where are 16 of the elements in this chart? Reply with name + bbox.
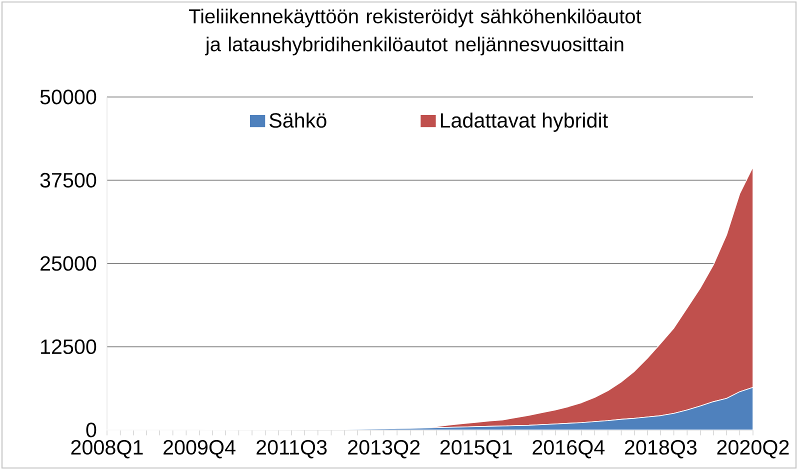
chart-title: Tieliikennekäyttöön rekisteröidyt sähköhenkilöautot ja lataushybridihenkilöautot neljännesvuosittain bbox=[189, 8, 642, 56]
legend-label: Sähkö bbox=[270, 112, 326, 128]
y-tick-label: 50000 bbox=[40, 90, 96, 104]
x-tick-label: 2015Q1 bbox=[440, 440, 512, 458]
x-tick-label: 2016Q4 bbox=[532, 440, 605, 458]
y-tick-label: 25000 bbox=[40, 256, 96, 271]
x-tick-label: 2011Q3 bbox=[256, 440, 327, 458]
y-tick-label: 12500 bbox=[41, 339, 96, 354]
x-tick-label: 2013Q2 bbox=[348, 440, 420, 458]
y-tick-label: 0 bbox=[86, 422, 96, 438]
x-tick-label: 2009Q4 bbox=[164, 440, 236, 458]
x-tick-label: 2018Q3 bbox=[624, 440, 697, 458]
legend-label: Ladattavat hybridit bbox=[440, 112, 608, 132]
x-tick-label: 2008Q1 bbox=[71, 440, 143, 458]
x-tick-label: 2020Q2 bbox=[717, 440, 789, 458]
y-tick-label: 37500 bbox=[40, 172, 96, 188]
